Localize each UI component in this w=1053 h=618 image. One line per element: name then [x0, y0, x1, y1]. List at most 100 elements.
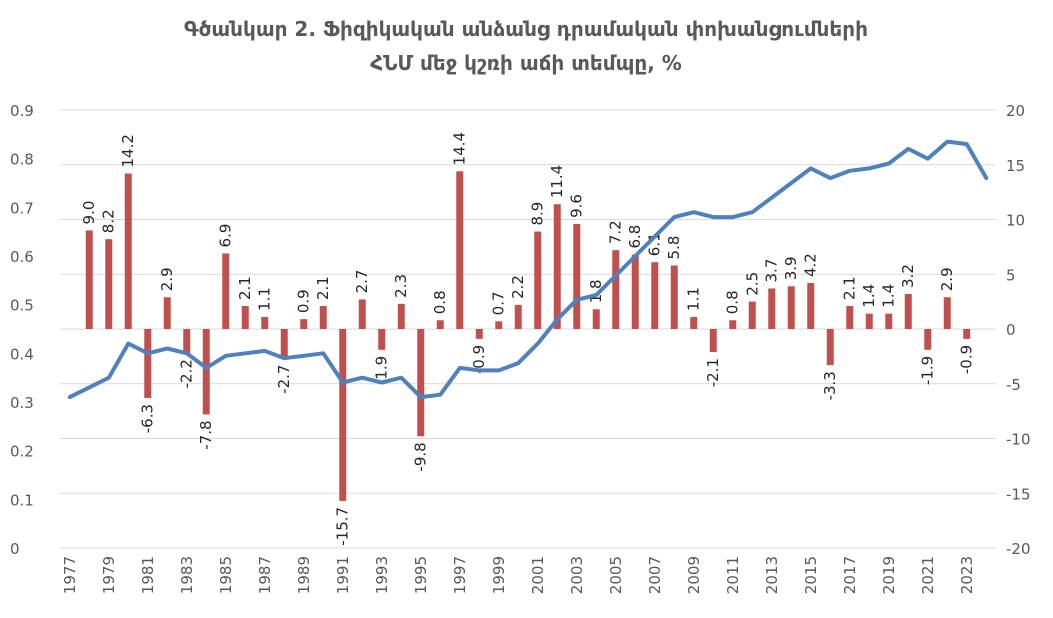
x-axis-tick-label: 1977	[61, 556, 79, 594]
chart-title-line-1: Գծանկար 2. Ֆիզիկական անձանց դրամական փոխ…	[184, 17, 868, 41]
bar	[202, 329, 210, 415]
x-axis-tick-label: 1979	[100, 556, 118, 594]
bar	[885, 313, 893, 329]
left-axis-tick-label: 0.4	[10, 345, 34, 363]
bar-data-label: 4.2	[802, 253, 820, 277]
bar-data-label: 3.9	[782, 256, 800, 280]
x-axis-tick-label: 2017	[841, 556, 859, 594]
bar	[553, 204, 561, 329]
bar-data-label: 2.9	[938, 267, 956, 291]
bar	[105, 239, 113, 329]
right-axis-tick-label: 15	[1006, 157, 1025, 175]
bar-data-label: 2.1	[841, 276, 859, 300]
left-axis-tick-label: 0.2	[10, 443, 34, 461]
bar-data-label: -2.1	[704, 358, 722, 387]
x-axis-tick-label: 2005	[607, 556, 625, 594]
bar	[924, 329, 932, 350]
bar-data-label: 3.2	[899, 264, 917, 288]
bar-data-label: -0.9	[958, 345, 976, 374]
bar-data-label: -1.9	[919, 356, 937, 385]
bar-data-label: 8.9	[529, 202, 547, 226]
line-series-path	[67, 139, 989, 400]
x-axis-tick-label: 1995	[412, 556, 430, 594]
x-axis-tick-label: 2003	[568, 556, 586, 594]
right-axis-tick-label: 0	[1006, 321, 1016, 339]
bar-data-label: -2.7	[275, 365, 293, 394]
bar-data-label: 5.8	[665, 236, 683, 260]
left-axis-tick-label: 0.7	[10, 199, 34, 217]
x-axis-tick-label: 2009	[685, 556, 703, 594]
x-axis-tick-label: 2021	[919, 556, 937, 594]
x-axis-tick-label: 1993	[373, 556, 391, 594]
bar	[261, 316, 269, 329]
right-axis-tick-label: 10	[1006, 212, 1025, 230]
bar-data-label: -15.7	[334, 507, 352, 546]
left-axis-tick-label: 0.1	[10, 491, 34, 509]
bar	[339, 329, 347, 501]
bar-data-label: 2.9	[158, 267, 176, 291]
bar-data-label: -9.8	[412, 442, 430, 471]
x-axis-tick-label: 2011	[724, 556, 742, 594]
bar-data-label: 1.4	[860, 284, 878, 308]
bar	[748, 301, 756, 329]
bar-series	[85, 171, 971, 501]
bar	[319, 306, 327, 329]
bar	[729, 320, 737, 329]
bar-data-label: 2.5	[743, 272, 761, 296]
bar-data-label: -0.9	[470, 345, 488, 374]
bar	[690, 316, 698, 329]
x-axis-tick-label: 2019	[880, 556, 898, 594]
bar	[85, 230, 93, 329]
bar	[456, 171, 464, 329]
bar	[514, 304, 522, 329]
bar-data-label: 7.2	[607, 220, 625, 244]
bar-data-label: -6.3	[139, 404, 157, 433]
bar	[865, 313, 873, 329]
bar	[163, 297, 171, 329]
bar	[358, 299, 366, 329]
bar	[631, 254, 639, 329]
bar	[436, 320, 444, 329]
bar-data-label: 9.6	[568, 194, 586, 218]
bar-data-label: 11.4	[548, 165, 566, 198]
x-axis-tick-label: 1983	[178, 556, 196, 594]
bar	[124, 173, 132, 329]
bar	[280, 329, 288, 359]
bar-data-label: 14.4	[451, 132, 469, 165]
x-axis-ticks: 1977 1979 1981 1983 1985 1987 1989 1991 1993 1995…	[61, 556, 976, 594]
gridlines	[60, 109, 996, 549]
bar-data-label: -2.2	[178, 359, 196, 388]
bar	[475, 329, 483, 339]
x-axis-tick-label: 1997	[451, 556, 469, 594]
bar	[709, 329, 717, 352]
left-axis-tick-label: 0.5	[10, 297, 34, 315]
right-axis-tick-label: -10	[1006, 431, 1031, 449]
x-axis-tick-label: 1999	[490, 556, 508, 594]
x-axis-tick-label: 1991	[334, 556, 352, 594]
bar	[963, 329, 971, 339]
chart-title-line-2: ՀՆՄ մեջ կշռի աճի տեմպը, %	[370, 51, 682, 75]
x-axis-tick-label: 1987	[256, 556, 274, 594]
bar	[826, 329, 834, 366]
bar	[612, 250, 620, 329]
left-axis-tick-label: 0.9	[10, 102, 34, 120]
x-axis-tick-label: 2023	[958, 556, 976, 594]
bar-data-label: 0.9	[295, 289, 313, 313]
line-series	[67, 139, 989, 400]
bar-data-label: 2.3	[392, 274, 410, 298]
bar-data-label: -7.8	[197, 420, 215, 449]
bar-data-label: 2.1	[314, 276, 332, 300]
bar	[222, 253, 230, 329]
bar	[144, 329, 152, 398]
left-axis-tick-label: 0.3	[10, 394, 34, 412]
bar	[807, 283, 815, 329]
bar-data-label: 14.2	[119, 134, 137, 167]
bar	[904, 293, 912, 329]
bar	[300, 319, 308, 329]
right-axis-tick-label: 5	[1006, 266, 1016, 284]
bar-data-label: 1.1	[685, 287, 703, 311]
bar-data-label: 0.8	[724, 290, 742, 314]
left-axis-tick-label: 0	[10, 540, 20, 558]
bar	[943, 297, 951, 329]
bar-data-label: 8.2	[100, 209, 118, 233]
